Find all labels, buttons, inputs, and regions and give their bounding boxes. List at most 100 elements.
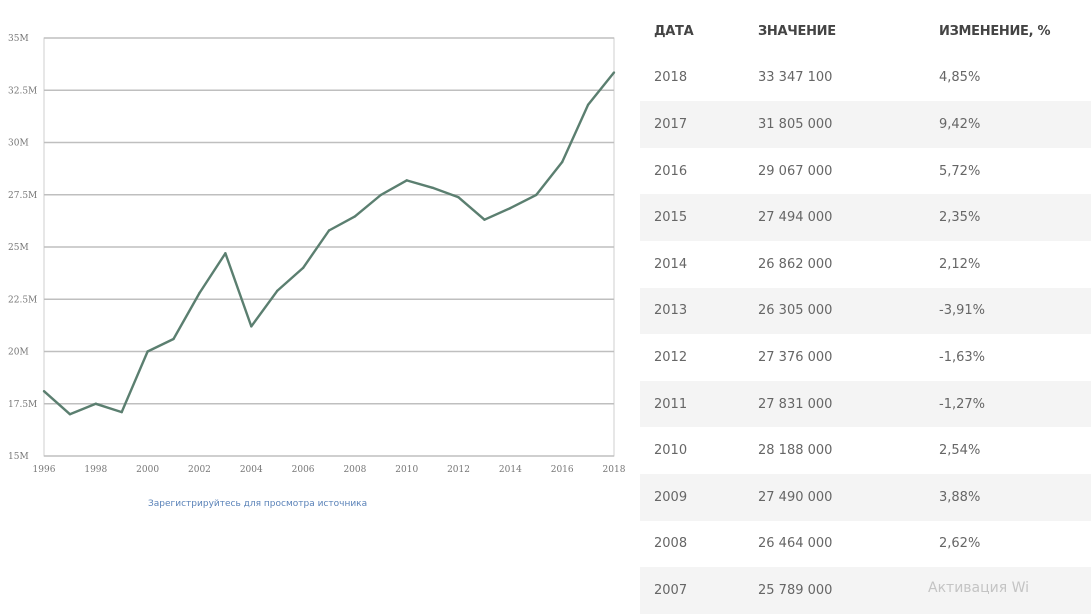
cell-date: 2016 (640, 147, 744, 195)
cell-date: 2014 (640, 240, 744, 288)
y-axis-ticks: 35M 32.5M 30M 27.5M 25M 22.5M 20M 17.5M 15M (8, 34, 37, 462)
x-tick-label: 2012 (447, 465, 470, 475)
table-row: 2013 26 305 000 -3,91% (640, 287, 1091, 335)
cell-date: 2009 (640, 473, 744, 521)
data-point (379, 193, 383, 197)
cell-value: 27 376 000 (744, 334, 925, 381)
cell-change: -1,27% (925, 380, 1091, 428)
data-points (42, 71, 616, 416)
table-header-row: ДАТА ЗНАЧЕНИЕ ИЗМЕНЕНИЕ, % (640, 8, 1091, 55)
x-tick-label: 1998 (84, 465, 107, 475)
cell-date: 2008 (640, 520, 744, 568)
data-point (535, 193, 538, 197)
cell-value: 26 305 000 (744, 287, 925, 335)
cell-change: 2,35% (925, 194, 1091, 241)
cell-change: 2,62% (925, 520, 1091, 568)
cell-date: 2011 (640, 380, 744, 428)
data-point (327, 229, 331, 232)
x-tick-label: 2000 (136, 465, 159, 475)
table-row: 2010 28 188 000 2,54% (640, 427, 1091, 474)
data-point (250, 325, 253, 328)
data-point (94, 402, 98, 405)
table-row: 2011 27 831 000 -1,27% (640, 380, 1091, 428)
table-row: 2015 27 494 000 2,35% (640, 194, 1091, 241)
cell-value: 25 789 000 (744, 567, 925, 614)
cell-date: 2012 (640, 334, 744, 381)
data-point (146, 350, 149, 353)
table-row: 2017 31 805 000 9,42% (640, 101, 1091, 148)
data-point (224, 252, 227, 255)
cell-value: 27 494 000 (744, 194, 925, 241)
y-tick-label: 30M (8, 139, 29, 149)
y-tick-label: 27.5M (8, 191, 37, 201)
data-point (405, 179, 408, 182)
data-point (560, 160, 564, 164)
data-point (457, 196, 460, 199)
data-point (353, 215, 357, 218)
y-tick-label: 25M (8, 243, 29, 253)
data-point (68, 413, 72, 416)
cell-change: -3,91% (925, 287, 1091, 335)
series-line (43, 71, 615, 416)
data-point (483, 218, 486, 221)
cell-date: 2015 (640, 194, 744, 241)
x-tick-label: 2006 (292, 465, 315, 475)
cell-value: 27 831 000 (744, 380, 925, 428)
data-point (172, 337, 175, 341)
table-row: 2009 27 490 000 3,88% (640, 473, 1091, 521)
source-link[interactable]: Зарегистрируйтесь для просмотра источник… (148, 499, 368, 509)
table-row: 2014 26 862 000 2,12% (640, 240, 1091, 288)
table-row: 2012 27 376 000 -1,63% (640, 334, 1091, 381)
cell-date: 2017 (640, 101, 744, 148)
x-axis-ticks: 1996 1998 2000 2002 2004 2006 2008 2010 2012 2014… (33, 465, 625, 475)
cell-change: 2,54% (925, 427, 1091, 474)
header-date[interactable]: ДАТА (654, 23, 694, 39)
y-tick-label: 15M (8, 452, 29, 462)
x-tick-label: 2014 (499, 465, 522, 475)
x-tick-label: 1996 (33, 465, 56, 475)
y-tick-label: 20M (8, 348, 29, 358)
cell-date: 2018 (640, 54, 744, 102)
x-tick-label: 2018 (603, 465, 625, 475)
cell-change: 5,72% (925, 147, 1091, 195)
cell-change: 4,85% (925, 54, 1091, 102)
data-table: ДАТА ЗНАЧЕНИЕ ИЗМЕНЕНИЕ, % 2018 33 347 10… (640, 8, 1091, 614)
x-tick-label: 2010 (395, 465, 418, 475)
cell-value: 29 067 000 (744, 147, 925, 195)
x-tick-label: 2004 (240, 465, 263, 475)
data-point (198, 291, 201, 295)
data-point (120, 410, 123, 414)
y-tick-label: 35M (8, 34, 29, 44)
data-point (509, 206, 512, 210)
table-row: 2018 33 347 100 4,85% (640, 54, 1091, 102)
cell-change: -1,63% (925, 334, 1091, 381)
x-tick-label: 2002 (188, 465, 211, 475)
y-tick-label: 17.5M (8, 400, 37, 410)
cell-value: 31 805 000 (744, 101, 925, 148)
data-point (586, 103, 590, 106)
y-tick-label: 32.5M (8, 86, 37, 96)
cell-value: 26 464 000 (744, 520, 925, 568)
cell-change: 3,88% (925, 473, 1091, 521)
data-point (431, 186, 434, 190)
header-value[interactable]: ЗНАЧЕНИЕ (758, 23, 836, 39)
windows-activation-watermark: Активация Wi (928, 580, 1030, 596)
table-row: 2016 29 067 000 5,72% (640, 147, 1091, 195)
gridlines (44, 37, 614, 457)
y-tick-label: 22.5M (8, 295, 37, 305)
cell-change: 2,12% (925, 240, 1091, 288)
data-point (301, 266, 305, 270)
cell-value: 27 490 000 (744, 473, 925, 521)
cell-date: 2007 (640, 567, 744, 614)
cell-value: 26 862 000 (744, 240, 925, 288)
cell-value: 33 347 100 (744, 54, 925, 102)
data-point (612, 71, 616, 74)
cell-date: 2013 (640, 287, 744, 335)
cell-value: 28 188 000 (744, 427, 925, 474)
population-line-chart: 35M 32.5M 30M 27.5M 25M 22.5M 20M 17.5M 15M 1996… (8, 34, 625, 475)
header-change[interactable]: ИЗМЕНЕНИЕ, % (939, 23, 1051, 39)
data-point (275, 289, 279, 293)
x-tick-label: 2016 (551, 465, 574, 475)
table-row: 2008 26 464 000 2,62% (640, 520, 1091, 568)
cell-date: 2010 (640, 427, 744, 474)
